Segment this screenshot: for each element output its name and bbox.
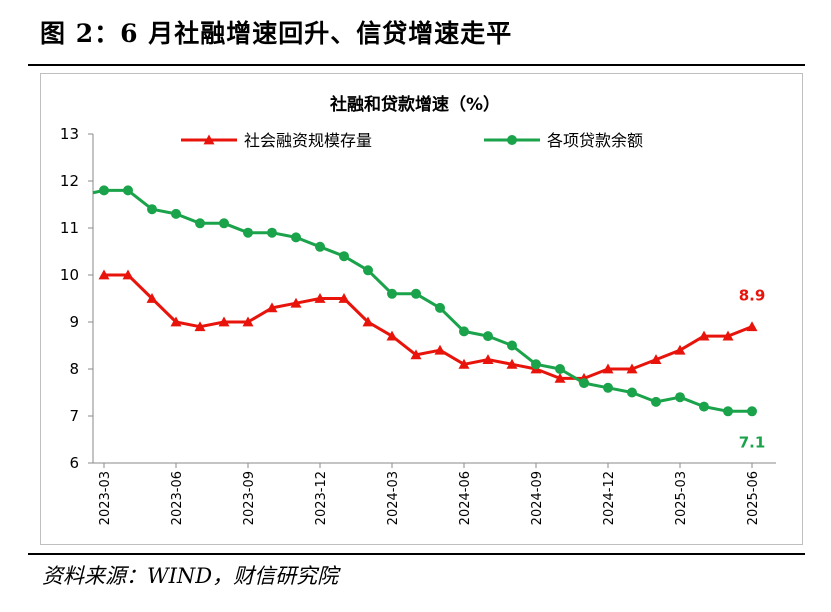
series-1-point <box>146 293 158 303</box>
series-1-point <box>290 297 302 308</box>
x-tick-label: 2023-09 <box>242 471 257 525</box>
figure-title: 图 2：6 月社融增速回升、信贷增速走平 <box>40 19 513 48</box>
series-1-point <box>746 321 758 332</box>
x-tick-label: 2023-03 <box>98 471 113 525</box>
series-2-point <box>699 401 709 412</box>
series-2-point <box>387 288 397 299</box>
series-1-point <box>722 330 734 341</box>
x-tick-label: 2024-09 <box>530 471 545 525</box>
series-1-point <box>650 354 662 364</box>
series-1-point <box>698 330 710 341</box>
series-2-point <box>267 227 277 238</box>
series-2-point <box>459 326 469 337</box>
series-1-point <box>218 316 230 327</box>
series-2-end-label: 7.1 <box>739 433 766 451</box>
series-2-point <box>507 340 517 351</box>
series-2-point <box>675 392 685 403</box>
series-2-point <box>243 227 253 238</box>
series-1-point <box>194 321 206 332</box>
series-1-end-label: 8.9 <box>739 287 766 305</box>
chart-frame <box>40 73 803 545</box>
series-1-point <box>602 363 614 374</box>
legend-marker-2 <box>507 135 517 145</box>
x-tick-label: 2025-06 <box>746 471 761 525</box>
series-1-point <box>98 269 110 280</box>
series-2-point <box>147 204 157 215</box>
y-tick-label: 6 <box>69 454 79 472</box>
legend-label-1: 社会融资规模存量 <box>244 131 372 150</box>
series-2-point <box>531 359 541 370</box>
series-2-point <box>195 218 205 229</box>
plot-area: 8.9 7.1 <box>92 185 766 451</box>
series-1-point <box>338 293 350 303</box>
series-2-point <box>483 331 493 342</box>
x-tick-label: 2023-12 <box>314 471 329 525</box>
series-2-point <box>219 218 229 229</box>
series-1-point <box>674 344 686 355</box>
series-1-point <box>626 363 638 374</box>
series-1-point <box>386 330 398 341</box>
source-note: 资料来源：WIND，财信研究院 <box>42 564 339 588</box>
series-2-point <box>603 382 613 393</box>
series-1-point <box>410 349 422 360</box>
y-tick-label: 10 <box>60 266 79 284</box>
x-tick-label: 2025-03 <box>674 471 689 525</box>
series-2-point <box>123 185 133 196</box>
series-2-point <box>579 378 589 389</box>
legend-label-2: 各项贷款余额 <box>547 131 643 150</box>
series-line-1 <box>104 273 753 380</box>
y-tick-label: 12 <box>60 172 79 190</box>
series-1-point <box>170 316 182 327</box>
series-line-2 <box>92 188 752 413</box>
series-2-point <box>435 302 445 313</box>
chart-title: 社融和贷款增速（%） <box>329 94 500 115</box>
series-2-point <box>339 251 349 262</box>
x-tick-label: 2024-03 <box>386 471 401 525</box>
series-2-point <box>555 364 565 374</box>
y-tick-label: 8 <box>69 360 79 378</box>
series-1-point <box>362 316 374 327</box>
series-1-point <box>458 358 470 369</box>
x-tick-label: 2023-06 <box>170 471 185 525</box>
y-tick-label: 9 <box>69 313 79 331</box>
series-2-point <box>99 185 109 196</box>
series-2-point <box>651 396 661 407</box>
series-1-point <box>266 302 278 313</box>
y-tick-label: 11 <box>60 219 79 237</box>
series-1-point <box>506 358 518 369</box>
series-2-point <box>411 288 421 299</box>
series-1-point <box>122 269 134 280</box>
series-2-point <box>363 265 373 276</box>
x-tick-label: 2024-06 <box>458 471 473 525</box>
series-1-point <box>482 354 494 364</box>
series-2-point <box>627 387 637 398</box>
x-tick-label: 2024-12 <box>602 471 617 525</box>
series-2-point <box>723 406 733 417</box>
y-tick-label: 13 <box>60 125 79 143</box>
series-1-point <box>554 372 566 383</box>
legend-marker-1 <box>203 134 215 145</box>
series-2-point <box>291 232 301 243</box>
axes: 6 7 8 9 10 11 12 13 2023-03 2023-06 2023-09 2023-12… <box>60 125 776 525</box>
series-2-point <box>315 241 325 252</box>
series-1-point <box>242 316 254 327</box>
top-rule <box>28 64 805 66</box>
series-1-point <box>314 293 326 303</box>
series-1-point <box>434 344 446 355</box>
legend: 社会融资规模存量 各项贷款余额 <box>181 131 643 150</box>
y-tick-label: 7 <box>69 407 79 425</box>
series-2-point <box>171 208 181 219</box>
series-2-point <box>747 406 757 417</box>
bottom-rule <box>28 553 805 555</box>
